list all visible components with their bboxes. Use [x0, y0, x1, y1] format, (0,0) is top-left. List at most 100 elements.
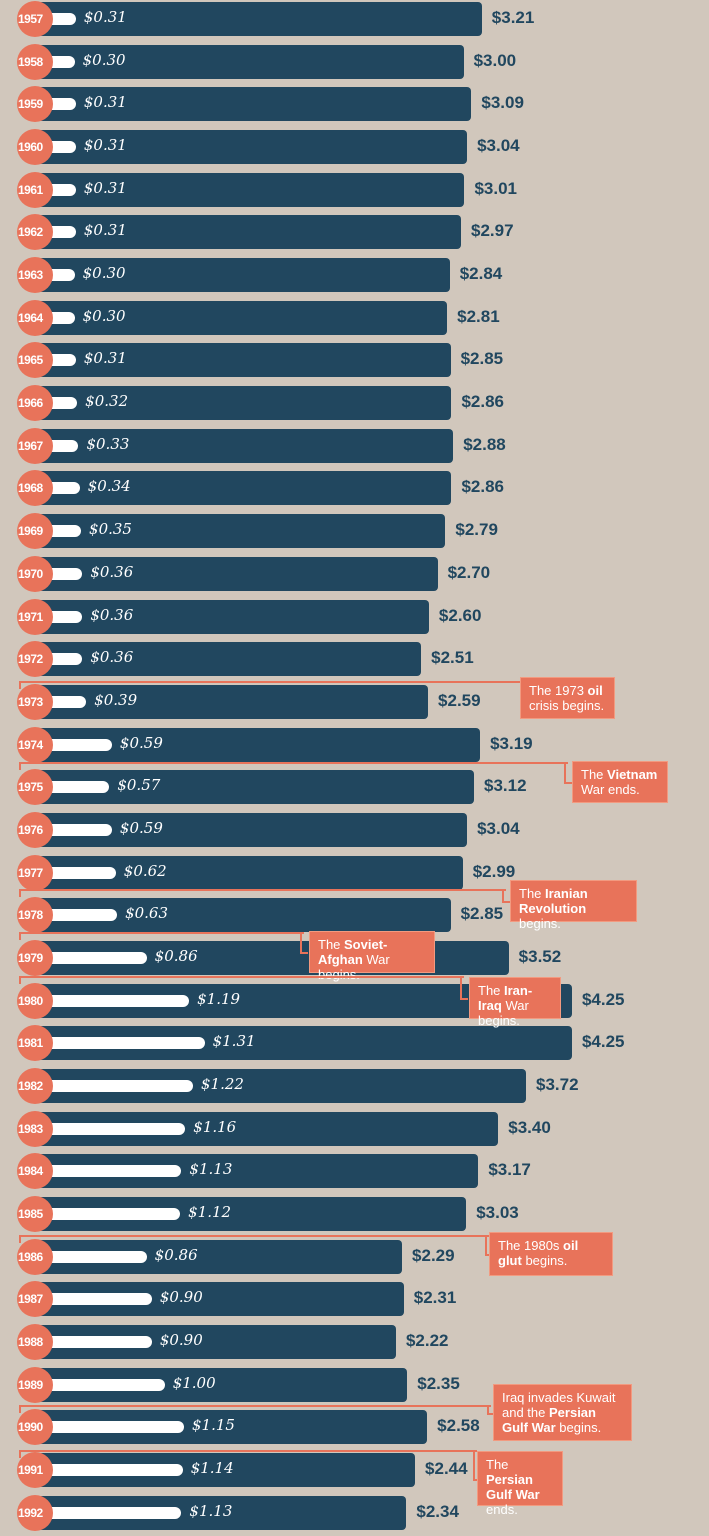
- dark-bar-label: $3.21: [491, 8, 535, 27]
- annotation-box: The 1980s oil glut begins.: [489, 1232, 613, 1276]
- dark-bar-label: $3.00: [473, 50, 517, 70]
- annotation-box: The Iranian Revolution begins.: [510, 880, 637, 931]
- bar-row: $1.14 $2.44 1991: [0, 1452, 709, 1489]
- bar-row: $0.33 $2.88 1967: [0, 427, 709, 464]
- bar-row: $1.19 $4.25 1980: [0, 982, 709, 1019]
- annotation-text: The 1980s: [498, 1238, 564, 1253]
- annotation-box: Iraq invades Kuwait and the Persian Gulf…: [493, 1384, 632, 1441]
- annotation-text: The: [486, 1457, 509, 1472]
- annotation-text: crisis begins.: [529, 698, 605, 713]
- annotation-stub: [19, 1235, 21, 1243]
- bar-row: $0.59 $3.04 1976: [0, 811, 709, 848]
- year-label: 1982: [17, 1068, 53, 1104]
- dark-bar: [30, 343, 451, 378]
- light-bar-label: $0.34: [87, 477, 131, 496]
- bar-row: $0.31 $3.04 1960: [0, 129, 709, 166]
- annotation-connector: [20, 889, 506, 891]
- bar-row: $0.32 $2.86 1966: [0, 385, 709, 422]
- light-bar-label: $0.90: [159, 1331, 203, 1350]
- annotation-text: Iran-Iraq: [478, 983, 533, 1013]
- light-bar-label: $0.32: [85, 392, 129, 411]
- year-label: 1987: [17, 1281, 53, 1318]
- annotation-box: The Persian Gulf War ends.: [477, 1451, 563, 1517]
- dark-bar: [30, 300, 448, 335]
- annotation-connector: [20, 932, 304, 934]
- year-label: 1967: [17, 427, 53, 464]
- bar-row: $0.31 $3.01 1961: [0, 171, 709, 208]
- light-bar: [40, 1336, 152, 1349]
- year-label: 1984: [17, 1153, 53, 1190]
- annotation-text: War ends.: [581, 782, 640, 797]
- annotation-connector-vertical: [487, 1405, 495, 1415]
- dark-bar-label: $3.12: [484, 776, 527, 796]
- light-bar-label: $0.36: [90, 562, 134, 581]
- year-label: 1991: [17, 1452, 53, 1489]
- light-bar: [40, 994, 190, 1007]
- dark-bar-label: $3.40: [508, 1117, 551, 1137]
- dark-bar-label: $2.29: [412, 1245, 455, 1265]
- bar-row: $1.22 $3.72 1982: [0, 1068, 709, 1104]
- dark-bar-label: $3.17: [488, 1160, 531, 1180]
- light-bar: [40, 781, 110, 794]
- bar-row: $0.30 $2.81 1964: [0, 299, 709, 336]
- bar-row: $0.62 $2.99 1977: [0, 854, 709, 891]
- year-label: 1959: [17, 86, 53, 123]
- bar-row: $0.31 $2.85 1965: [0, 342, 709, 379]
- bar-row: $0.31 $2.97 1962: [0, 214, 709, 251]
- annotation-connector: [20, 1405, 491, 1407]
- annotation-stub: [19, 889, 21, 897]
- year-label: 1964: [17, 299, 53, 336]
- light-bar: [40, 823, 112, 836]
- light-bar-label: $0.31: [83, 136, 127, 155]
- dark-bar-label: $2.22: [405, 1331, 449, 1351]
- year-label: 1965: [17, 342, 53, 379]
- light-bar: [40, 738, 112, 751]
- annotation-stub: [19, 1405, 21, 1413]
- year-label: 1963: [17, 257, 53, 294]
- dark-bar-label: $2.70: [447, 562, 491, 582]
- year-label: 1974: [17, 726, 53, 763]
- bar-row: $0.30 $2.84 1963: [0, 257, 709, 294]
- annotation-connector-vertical: [300, 932, 308, 954]
- light-bar-label: $0.31: [83, 221, 127, 240]
- year-label: 1958: [17, 43, 53, 80]
- year-label: 1957: [17, 1, 53, 37]
- annotation-connector: [20, 762, 568, 764]
- bar-row: $1.15 $2.58 1990: [0, 1409, 709, 1446]
- light-bar-label: $0.31: [83, 178, 127, 197]
- light-bar: [40, 866, 116, 879]
- bar-row: $1.00 $2.35 1989: [0, 1366, 709, 1403]
- dark-bar-label: $2.58: [437, 1416, 480, 1436]
- dark-bar-label: $2.81: [457, 306, 500, 326]
- dark-bar-label: $2.59: [438, 690, 481, 710]
- annotation-connector: [20, 1235, 489, 1237]
- bar-row: $0.31 $3.09 1959: [0, 86, 709, 123]
- light-bar-label: $1.13: [189, 1160, 233, 1179]
- light-bar-label: $1.15: [192, 1416, 235, 1435]
- annotation-connector: [20, 681, 524, 683]
- dark-bar: [30, 642, 422, 677]
- annotation-text: begins.: [555, 1420, 602, 1435]
- light-bar-label: $0.35: [89, 520, 132, 539]
- dark-bar-label: $3.72: [536, 1075, 579, 1094]
- year-label: 1975: [17, 769, 53, 806]
- dark-bar: [30, 471, 452, 506]
- annotation-stub: [19, 932, 21, 940]
- year-label: 1985: [17, 1196, 53, 1233]
- dark-bar-label: $2.99: [472, 861, 516, 881]
- dark-bar-label: $3.19: [490, 733, 533, 753]
- annotation-stub: [19, 681, 21, 689]
- light-bar-label: $0.59: [119, 818, 163, 837]
- light-bar: [40, 1464, 183, 1477]
- annotation-text: oil: [587, 683, 603, 698]
- dark-bar: [30, 87, 472, 122]
- dark-bar-label: $3.09: [481, 93, 524, 113]
- annotation-text: ends.: [486, 1502, 518, 1517]
- dark-bar: [30, 386, 452, 421]
- bar-row: $0.36 $2.51 1972: [0, 641, 709, 678]
- dark-bar: [30, 215, 461, 250]
- light-bar: [40, 1080, 193, 1092]
- dark-bar-label: $2.51: [431, 648, 474, 668]
- year-label: 1968: [17, 470, 53, 507]
- year-label: 1992: [17, 1494, 53, 1531]
